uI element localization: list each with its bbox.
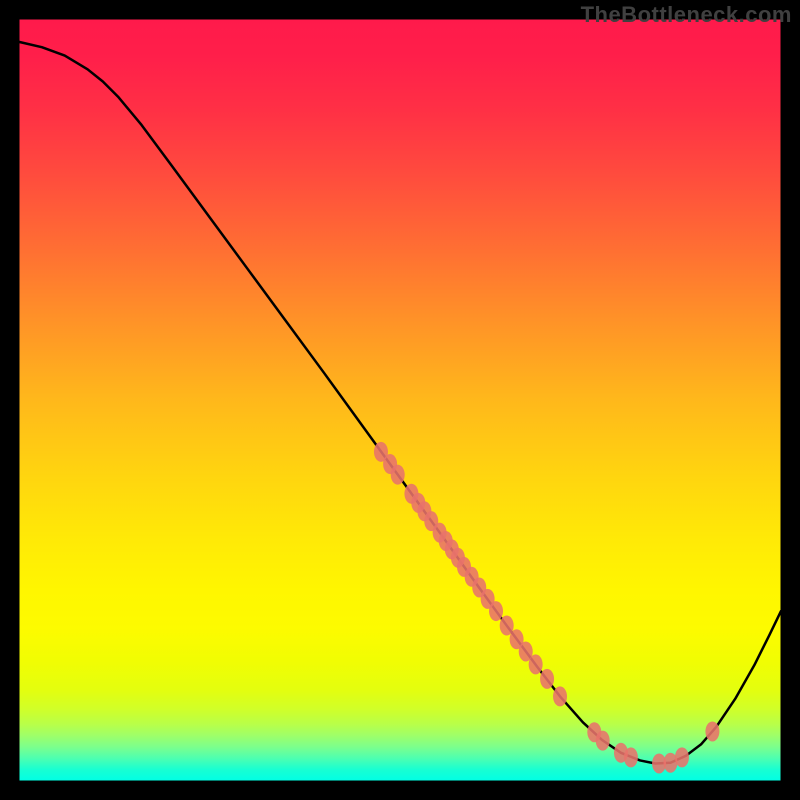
chart-stage: TheBottleneck.com <box>0 0 800 800</box>
plot-background <box>19 19 781 781</box>
curve-marker <box>596 731 610 751</box>
curve-marker <box>391 465 405 485</box>
curve-marker <box>553 686 567 706</box>
curve-marker <box>540 669 554 689</box>
curve-marker <box>529 654 543 674</box>
curve-marker <box>624 747 638 767</box>
curve-marker <box>675 747 689 767</box>
curve-marker <box>705 721 719 741</box>
chart-svg <box>0 0 800 800</box>
curve-marker <box>489 601 503 621</box>
